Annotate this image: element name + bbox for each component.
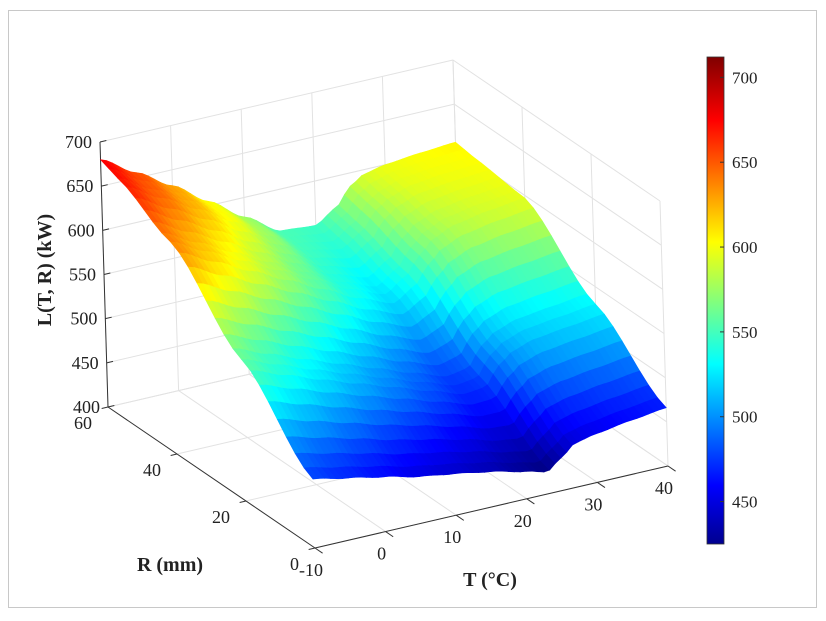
z-tick-label: 650 (66, 176, 93, 196)
z-tick-label: 600 (68, 220, 95, 240)
y-tick-mark (239, 500, 247, 503)
z-tick-mark (106, 360, 114, 364)
colorbar-ticks: 450 500 550 600 650 700 (720, 68, 758, 512)
wall-grid-line (454, 103, 662, 246)
z-tick-label: 500 (70, 309, 97, 329)
y-axis-label: R (mm) (137, 554, 203, 576)
z-tick-mark (102, 228, 110, 231)
z-tick-mark (99, 140, 107, 143)
colorbar-tick-label: 500 (732, 408, 758, 427)
y-axis-line (107, 406, 316, 549)
z-tick-mark (107, 405, 115, 408)
floor-grid-line (178, 390, 386, 533)
x-tick-label: 20 (514, 511, 532, 531)
x-tick-label: -10 (299, 560, 323, 580)
wall-grid-line (99, 59, 454, 143)
z-tick-label: 450 (72, 353, 99, 373)
colorbar-tick-label: 450 (732, 493, 758, 512)
z-tick-mark (105, 316, 112, 320)
x-tick-label: 30 (584, 494, 602, 514)
colorbar-gradient (706, 56, 725, 545)
y-tick-mark (170, 453, 178, 456)
y-tick-label: 40 (143, 460, 161, 480)
surface-mesh (99, 141, 667, 480)
x-tick-mark (526, 498, 535, 505)
x-tick-mark (667, 465, 676, 472)
x-tick-mark (455, 514, 465, 521)
z-tick-mark (103, 272, 111, 275)
colorbar-tick-label: 700 (732, 68, 758, 87)
wall-grid-line (101, 103, 455, 187)
x-tick-mark (314, 547, 323, 554)
colorbar: 450 500 550 600 650 700 (706, 56, 758, 545)
y-tick-mark (101, 406, 109, 409)
z-axis-label: L(T, R) (kW) (34, 214, 56, 326)
z-tick-label: 700 (65, 132, 92, 152)
y-tick-label: 20 (212, 507, 230, 527)
x-axis-label: T (°C) (463, 569, 517, 591)
y-tick-label: 60 (74, 413, 92, 433)
x-tick-mark (597, 481, 606, 488)
y-tick-mark (308, 547, 316, 550)
x-tick-label: 40 (655, 478, 673, 498)
colorbar-tick-label: 650 (732, 153, 758, 172)
x-tick-label: 10 (443, 527, 461, 547)
x-tick-mark (385, 531, 394, 538)
x-tick-label: 0 (377, 544, 386, 564)
z-tick-label: 400 (73, 397, 100, 417)
surface-patch (651, 397, 667, 410)
y-tick-label: 0 (290, 554, 299, 574)
colorbar-tick-label: 550 (732, 323, 758, 342)
colorbar-tick-label: 600 (732, 238, 758, 257)
z-tick-mark (101, 184, 108, 187)
x-axis-line (314, 465, 669, 549)
z-tick-label: 550 (69, 265, 96, 285)
wall-grid-line (452, 59, 661, 202)
